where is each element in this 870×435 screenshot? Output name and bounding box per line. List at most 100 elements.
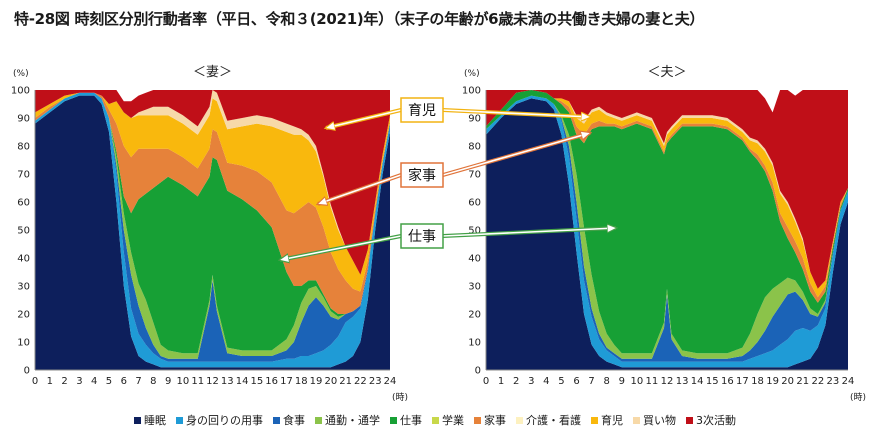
legend-swatch <box>315 416 322 424</box>
x-tick-label: 14 <box>691 376 704 387</box>
x-tick-label: 9 <box>165 376 171 387</box>
callout-arrow <box>442 133 590 176</box>
y-axis-unit: (%) <box>464 69 480 79</box>
x-tick-label: 19 <box>766 376 779 387</box>
legend-label: 買い物 <box>643 414 676 427</box>
legend-swatch <box>516 416 523 424</box>
area-series-8 <box>35 92 390 292</box>
x-tick-label: 6 <box>121 376 127 387</box>
x-tick-label: 14 <box>236 376 249 387</box>
panel-title: ＜妻＞ <box>193 65 232 80</box>
y-tick-label: 40 <box>468 254 481 265</box>
x-tick-label: 12 <box>661 376 674 387</box>
x-tick-label: 18 <box>295 376 308 387</box>
callout-arrow <box>442 109 590 117</box>
y-tick-label: 10 <box>17 338 30 349</box>
x-tick-label: 1 <box>498 376 504 387</box>
x-tick-label: 7 <box>588 376 594 387</box>
x-tick-label: 6 <box>573 376 579 387</box>
legend-item: 3次活動 <box>686 412 736 428</box>
callout-label: 家事 <box>408 167 436 184</box>
x-tick-label: 23 <box>369 376 382 387</box>
area-series-10 <box>35 90 390 275</box>
callout-label: 仕事 <box>408 229 436 245</box>
callout-box <box>400 223 444 249</box>
legend-item: 身の回りの用事 <box>176 412 263 428</box>
legend-item: 育児 <box>591 412 623 428</box>
y-tick-label: 30 <box>17 282 30 293</box>
y-tick-label: 70 <box>17 170 30 181</box>
x-tick-label: 10 <box>177 376 190 387</box>
x-tick-label: 4 <box>91 376 97 387</box>
legend-label: 学業 <box>442 414 464 427</box>
x-tick-label: 13 <box>676 376 689 387</box>
y-tick-label: 0 <box>475 366 481 377</box>
x-tick-label: 11 <box>646 376 659 387</box>
x-tick-label: 7 <box>135 376 141 387</box>
y-tick-label: 20 <box>17 310 30 321</box>
callout-1: 家事 <box>318 133 590 204</box>
legend-swatch <box>591 416 598 424</box>
area-series-6 <box>486 90 848 303</box>
y-tick-label: 0 <box>24 366 30 377</box>
legend-swatch <box>432 416 439 424</box>
legend-swatch <box>134 416 141 424</box>
x-tick-label: 22 <box>811 376 824 387</box>
x-tick-label: 12 <box>206 376 219 387</box>
x-axis-unit: (時) <box>392 392 408 403</box>
x-tick-label: 20 <box>781 376 794 387</box>
y-tick-label: 40 <box>17 254 30 265</box>
legend-label: 3次活動 <box>696 414 736 427</box>
legend-item: 学業 <box>432 412 464 428</box>
y-axis-unit: (%) <box>13 69 29 79</box>
x-tick-label: 18 <box>751 376 764 387</box>
y-tick-label: 100 <box>11 86 30 97</box>
x-tick-label: 16 <box>265 376 278 387</box>
x-tick-label: 8 <box>603 376 609 387</box>
x-tick-label: 22 <box>354 376 367 387</box>
x-tick-label: 2 <box>513 376 519 387</box>
y-tick-label: 100 <box>462 86 481 97</box>
x-tick-label: 9 <box>619 376 625 387</box>
callout-arrow <box>442 228 616 237</box>
y-tick-label: 80 <box>17 142 30 153</box>
y-tick-label: 90 <box>17 114 30 125</box>
callout-label: 育児 <box>408 103 436 119</box>
x-tick-label: 1 <box>47 376 53 387</box>
y-tick-label: 60 <box>468 198 481 209</box>
legend-item: 買い物 <box>633 412 676 428</box>
x-tick-label: 13 <box>221 376 234 387</box>
legend-item: 家事 <box>474 412 506 428</box>
x-tick-label: 3 <box>76 376 82 387</box>
x-tick-label: 3 <box>528 376 534 387</box>
x-tick-label: 5 <box>106 376 112 387</box>
callout-box <box>400 162 444 188</box>
area-series-0 <box>486 98 848 371</box>
area-series-10 <box>486 90 848 289</box>
y-tick-label: 30 <box>468 282 481 293</box>
x-tick-label: 19 <box>310 376 323 387</box>
callout-arrow <box>326 109 402 128</box>
x-tick-label: 15 <box>251 376 264 387</box>
area-series-2 <box>486 95 848 362</box>
area-series-8 <box>486 90 848 298</box>
y-tick-label: 90 <box>468 114 481 125</box>
x-tick-label: 21 <box>339 376 352 387</box>
legend-label: 育児 <box>601 414 623 427</box>
x-tick-label: 4 <box>543 376 549 387</box>
x-axis-unit: (時) <box>850 392 866 403</box>
area-series-1 <box>35 92 390 368</box>
x-tick-label: 2 <box>61 376 67 387</box>
x-tick-label: 23 <box>827 376 840 387</box>
legend-label: 介護・看護 <box>526 414 581 427</box>
x-tick-label: 11 <box>191 376 204 387</box>
x-tick-label: 10 <box>630 376 643 387</box>
legend-swatch <box>474 416 481 424</box>
x-tick-label: 20 <box>324 376 337 387</box>
area-series-2 <box>35 92 390 362</box>
y-tick-label: 60 <box>17 198 30 209</box>
area-series-0 <box>35 95 390 370</box>
area-series-4 <box>35 92 390 354</box>
x-tick-label: 24 <box>842 376 855 387</box>
